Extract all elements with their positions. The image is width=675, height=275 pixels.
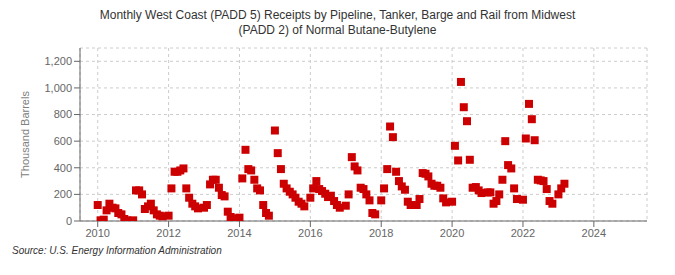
svg-text:2020: 2020 (440, 227, 464, 239)
html-text:Monthly West Coast (PADD 5) Re: Monthly West Coast (PADD 5) Receipts by … (99, 8, 576, 22)
html-text:(PADD 2) of Normal Butane-Buty: (PADD 2) of Normal Butane-Butylene (238, 23, 437, 37)
svg-text:600: 600 (54, 135, 72, 147)
svg-text:2010: 2010 (85, 227, 109, 239)
html-text:Source: U.S. Energy Informatio: Source: U.S. Energy Information Administ… (12, 245, 222, 256)
svg-text:2018: 2018 (369, 227, 393, 239)
svg-text:1,200: 1,200 (44, 55, 72, 67)
svg-text:2024: 2024 (582, 227, 606, 239)
svg-text:400: 400 (54, 162, 72, 174)
svg-text:1,000: 1,000 (44, 82, 72, 94)
svg-text:2016: 2016 (298, 227, 322, 239)
svg-text:0: 0 (66, 215, 72, 227)
svg-text:200: 200 (54, 188, 72, 200)
svg-text:2022: 2022 (511, 227, 535, 239)
svg-text:800: 800 (54, 108, 72, 120)
svg-text:Thousand Barrels: Thousand Barrels (19, 91, 31, 178)
svg-text:2014: 2014 (227, 227, 251, 239)
svg-text:2012: 2012 (156, 227, 180, 239)
